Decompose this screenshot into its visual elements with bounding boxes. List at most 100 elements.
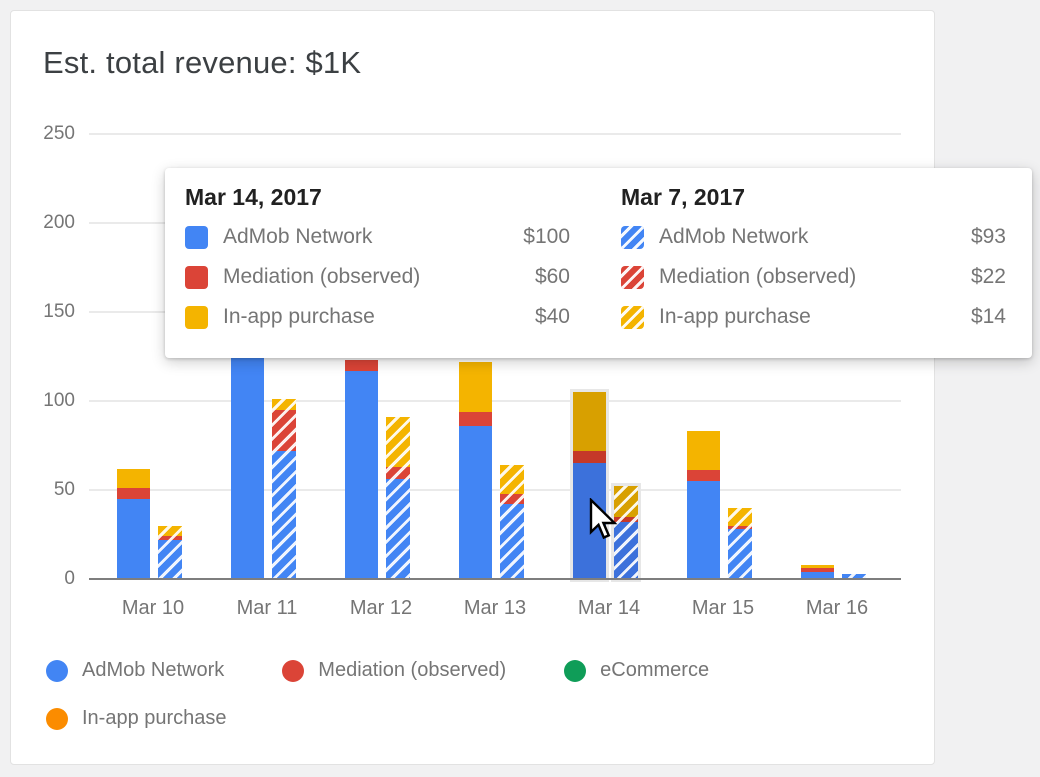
x-axis-label: Mar 10 — [121, 597, 185, 619]
bar-stack-current-mar-13[interactable] — [459, 361, 492, 579]
bar-stack-previous-mar-15[interactable] — [728, 507, 752, 579]
tooltip-row: In-app purchase $14 — [621, 305, 1006, 329]
bar-segment-admob-network — [272, 450, 296, 579]
x-axis-label: Mar 16 — [805, 597, 869, 619]
bar-stack-current-mar-14[interactable] — [573, 392, 606, 579]
legend-row: In-app purchase — [46, 707, 767, 730]
bar-stack-current-mar-15[interactable] — [687, 431, 720, 579]
tooltip-column-previous-week: Mar 7, 2017 AdMob Network $93 Mediation (ob… — [621, 184, 1006, 345]
legend-dot-icon — [46, 707, 68, 730]
bar-segment-in-app-purchase — [459, 361, 492, 412]
x-axis-label: Mar 15 — [691, 597, 755, 619]
revenue-card: Est. total revenue: $1K 0 50 100 150 200 250 M… — [10, 10, 935, 765]
bar-stack-current-mar-16[interactable] — [801, 564, 834, 579]
tooltip-row: In-app purchase $40 — [185, 305, 570, 329]
legend-item-admob-network[interactable]: AdMob Network — [46, 659, 224, 682]
series-value: $14 — [970, 305, 1006, 328]
y-axis-label: 200 — [43, 212, 75, 233]
tooltip-column-current-week: Mar 14, 2017 AdMob Network $100 Mediation (… — [185, 184, 570, 345]
bar-segment-mediation-observed — [345, 360, 378, 371]
bar-segment-in-app-purchase — [801, 564, 834, 569]
tooltip-row: Mediation (observed) $60 — [185, 265, 570, 289]
bar-segment-mediation-observed — [117, 488, 150, 499]
legend-item-label: In-app purchase — [82, 707, 227, 729]
legend-item-mediation-observed[interactable]: Mediation (observed) — [282, 659, 506, 682]
bar-segment-mediation-observed — [573, 450, 606, 464]
bar-stack-previous-mar-13[interactable] — [500, 465, 524, 579]
series-value: $60 — [534, 265, 570, 288]
legend-item-in-app-purchase[interactable]: In-app purchase — [46, 707, 227, 730]
bar-segment-mediation-observed — [158, 536, 182, 540]
legend-item-label: Mediation (observed) — [318, 659, 507, 681]
x-axis-label: Mar 13 — [463, 597, 527, 619]
bar-segment-in-app-purchase — [272, 399, 296, 410]
series-label: AdMob Network — [659, 225, 809, 248]
legend-row: AdMob Network Mediation (observed) eCommer… — [46, 659, 767, 682]
tooltip-row: Mediation (observed) $22 — [621, 265, 1006, 289]
series-swatch-icon — [621, 265, 644, 289]
bar-segment-mediation-observed — [386, 466, 410, 480]
series-swatch-icon — [621, 305, 644, 329]
series-value: $22 — [970, 265, 1006, 288]
bar-segment-admob-network — [459, 425, 492, 579]
y-axis-label: 50 — [53, 479, 75, 500]
bar-stack-previous-mar-12[interactable] — [386, 417, 410, 579]
bar-segment-in-app-purchase — [158, 525, 182, 537]
bar-stack-previous-mar-10[interactable] — [158, 525, 182, 579]
bar-segment-in-app-purchase — [117, 468, 150, 489]
chart-legend: AdMob Network Mediation (observed) eCommer… — [46, 659, 767, 755]
gridline — [89, 133, 901, 135]
bar-segment-admob-network — [500, 504, 524, 579]
y-axis-label: 0 — [64, 568, 75, 589]
bar-stack-previous-mar-16[interactable] — [842, 573, 866, 579]
gridline — [89, 489, 901, 491]
series-label: In-app purchase — [223, 305, 375, 328]
bar-segment-in-app-purchase — [500, 465, 524, 494]
y-axis-label: 150 — [43, 301, 75, 322]
series-swatch-icon — [185, 225, 208, 249]
series-swatch-icon — [621, 225, 644, 249]
series-value: $100 — [523, 225, 570, 248]
bar-segment-admob-network — [687, 481, 720, 579]
tooltip-row: AdMob Network $93 — [621, 225, 1006, 249]
series-label: In-app purchase — [659, 305, 811, 328]
series-label: Mediation (observed) — [659, 265, 857, 288]
gridline — [89, 400, 901, 402]
bar-segment-admob-network — [231, 358, 264, 579]
legend-item-ecommerce[interactable]: eCommerce — [564, 659, 709, 682]
bar-segment-mediation-observed — [728, 525, 752, 530]
series-label: AdMob Network — [223, 225, 373, 248]
bar-segment-admob-network — [345, 370, 378, 579]
bar-segment-in-app-purchase — [573, 392, 606, 451]
card-title: Est. total revenue: $1K — [43, 45, 362, 80]
bar-stack-previous-mar-14[interactable] — [614, 486, 638, 579]
bar-segment-mediation-observed — [687, 470, 720, 482]
bar-segment-mediation-observed — [801, 568, 834, 572]
bar-segment-mediation-observed — [459, 411, 492, 426]
bar-stack-current-mar-12[interactable] — [345, 360, 378, 579]
legend-dot-icon — [282, 659, 305, 682]
tooltip-date: Mar 7, 2017 — [621, 184, 746, 210]
bar-stack-previous-mar-11[interactable] — [272, 399, 296, 579]
series-swatch-icon — [185, 265, 208, 289]
legend-item-label: eCommerce — [600, 659, 710, 681]
tooltip-row: AdMob Network $100 — [185, 225, 570, 249]
bar-segment-admob-network — [801, 571, 834, 579]
series-swatch-icon — [185, 305, 208, 329]
y-axis-label: 250 — [43, 123, 75, 144]
bar-segment-admob-network — [158, 539, 182, 579]
chart-tooltip: Mar 14, 2017 AdMob Network $100 Mediation (… — [165, 168, 1032, 358]
series-value: $40 — [534, 305, 570, 328]
legend-dot-icon — [46, 659, 68, 682]
legend-dot-icon — [564, 659, 587, 682]
x-axis-label: Mar 14 — [577, 597, 641, 619]
legend-item-label: AdMob Network — [82, 659, 225, 681]
bar-segment-in-app-purchase — [728, 507, 752, 526]
bar-stack-current-mar-10[interactable] — [117, 468, 150, 579]
bar-stack-current-mar-11[interactable] — [231, 358, 264, 579]
x-axis-label: Mar 11 — [236, 597, 298, 619]
series-label: Mediation (observed) — [223, 265, 421, 288]
x-axis-line — [89, 578, 901, 580]
bar-segment-in-app-purchase — [386, 417, 410, 467]
bar-segment-admob-network — [728, 529, 752, 579]
